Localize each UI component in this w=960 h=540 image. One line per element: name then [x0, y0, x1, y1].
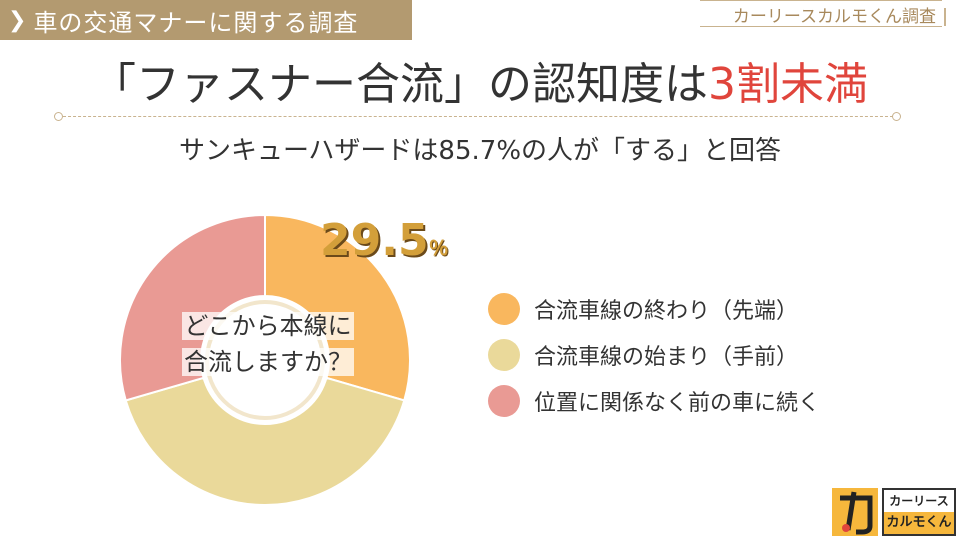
headline-highlight: 3割未満 [708, 59, 868, 110]
chart-question-line-2: 合流しますか？ [182, 348, 354, 376]
headline-prefix: 「ファスナー合流」の認知度は [92, 59, 708, 110]
legend-label-follow: 位置に関係なく前の車に続く [534, 391, 821, 416]
legend-label-start: 合流車線の始まり（手前） [534, 345, 799, 370]
percentage-unit: ％ [428, 236, 449, 260]
legend-swatch-start [488, 339, 520, 371]
credit-frame-top [700, 0, 942, 1]
legend-swatch-end [488, 293, 520, 325]
subheadline: サンキューハザードは85.7%の人が「する」と回答 [178, 136, 782, 166]
survey-credit: カーリースカルモくん調査 [732, 7, 936, 27]
survey-category-tag: ❯ 車の交通マナーに関する調査 [0, 0, 412, 40]
legend-swatch-follow [488, 385, 520, 417]
chevron-right-icon: ❯ [8, 7, 28, 33]
carmo-logo-line-2: カルモくん [884, 512, 954, 534]
survey-category-label: 車の交通マナーに関する調査 [33, 8, 359, 37]
chart-legend: 合流車線の終わり（先端） 合流車線の始まり（手前） 位置に関係なく前の車に続く [488, 286, 820, 424]
carmo-logo: カーリース カルモくん [832, 488, 956, 536]
chart-question-line-1: どこから本線に [182, 312, 354, 340]
chart-question: どこから本線に 合流しますか？ [158, 308, 378, 380]
credit-frame-bottom [700, 26, 942, 27]
credit-frame-right [944, 8, 946, 26]
carmo-logo-line-1: カーリース [889, 494, 949, 508]
divider-dot-left [54, 112, 63, 121]
legend-label-end: 合流車線の終わり（先端） [534, 299, 799, 324]
headline: 「ファスナー合流」の認知度は3割未満 [0, 48, 960, 112]
divider-dot-right [892, 112, 901, 121]
legend-item-end: 合流車線の終わり（先端） [488, 286, 820, 332]
percentage-value: 29.5 [320, 215, 429, 266]
legend-item-follow: 位置に関係なく前の車に続く [488, 378, 820, 424]
headline-divider [58, 116, 898, 117]
carmo-logo-mark [832, 488, 878, 536]
carmo-logo-wordmark: カーリース カルモくん [882, 488, 956, 536]
percentage-callout: 29.5％ [320, 215, 449, 266]
donut-chart [119, 213, 411, 507]
legend-item-start: 合流車線の始まり（手前） [488, 332, 820, 378]
